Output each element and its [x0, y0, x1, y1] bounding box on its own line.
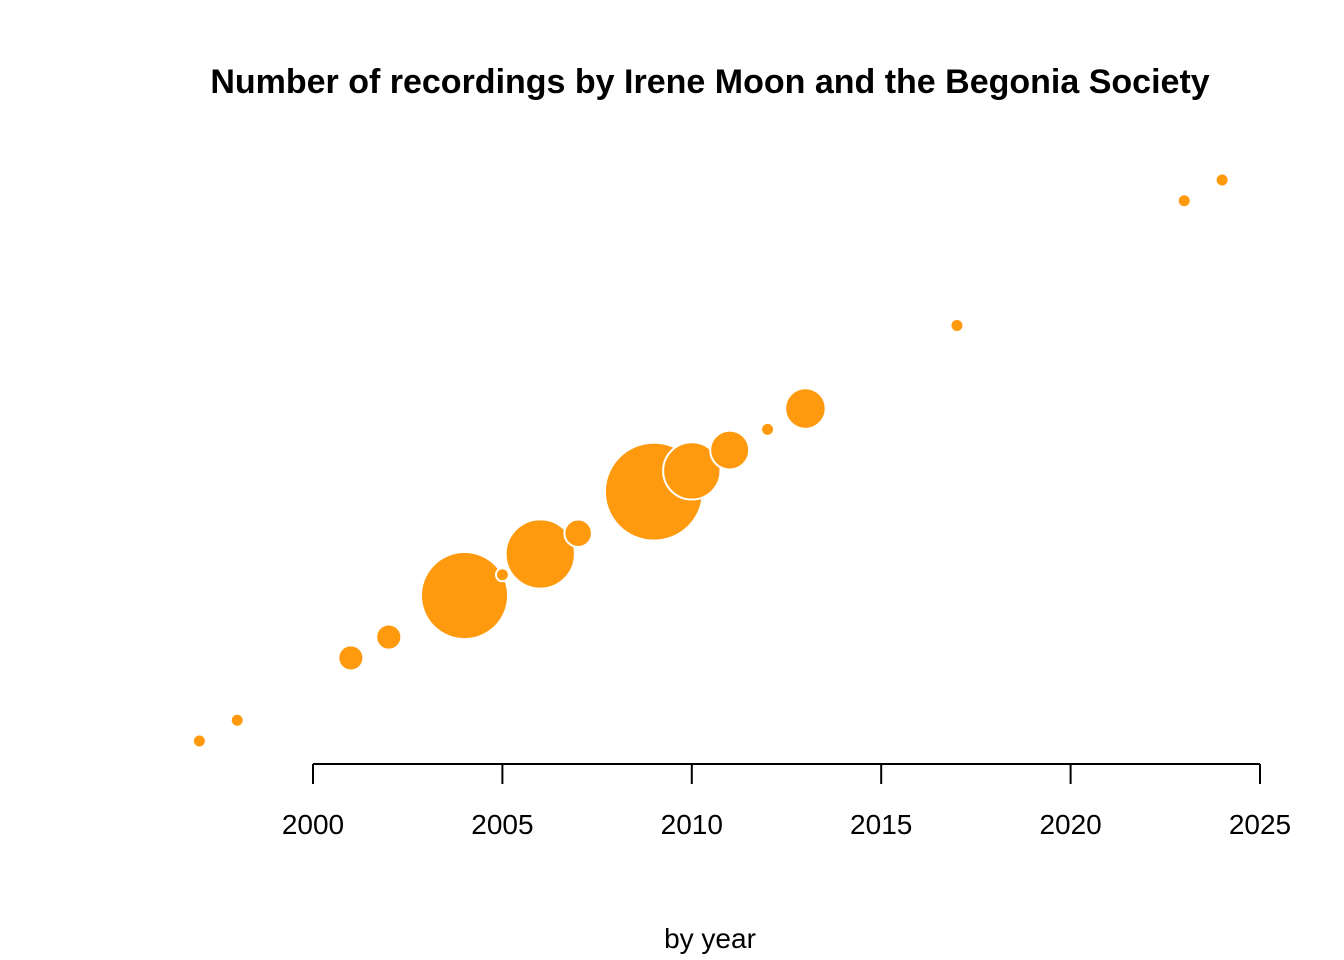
x-tick-label: 2015 [850, 809, 912, 840]
bubble-point [494, 567, 510, 583]
bubble-point [760, 421, 776, 437]
x-tick-label: 2005 [471, 809, 533, 840]
bubble-point [375, 623, 403, 651]
bubble-point [504, 518, 576, 590]
bubble-point [419, 551, 510, 641]
chart-title: Number of recordings by Irene Moon and t… [210, 63, 1209, 101]
bubble-point [662, 441, 722, 501]
bubble-point [1176, 193, 1192, 209]
x-axis-label: by year [664, 923, 756, 954]
bubble-point [709, 429, 751, 471]
x-tick-label: 2010 [661, 809, 723, 840]
bubble-point [563, 518, 593, 548]
bubble-point [1214, 172, 1230, 188]
bubble-point [337, 644, 365, 672]
x-tick-label: 2025 [1229, 809, 1291, 840]
bubble-point [229, 712, 245, 728]
bubble-point [784, 387, 827, 430]
bubble-layer [191, 172, 1230, 749]
bubble-point [191, 733, 207, 749]
x-axis: 2000 2005 2010 2015 2020 2025 [282, 763, 1291, 840]
x-tick-label: 2020 [1039, 809, 1101, 840]
x-tick-label: 2000 [282, 809, 344, 840]
bubble-point [949, 317, 965, 333]
